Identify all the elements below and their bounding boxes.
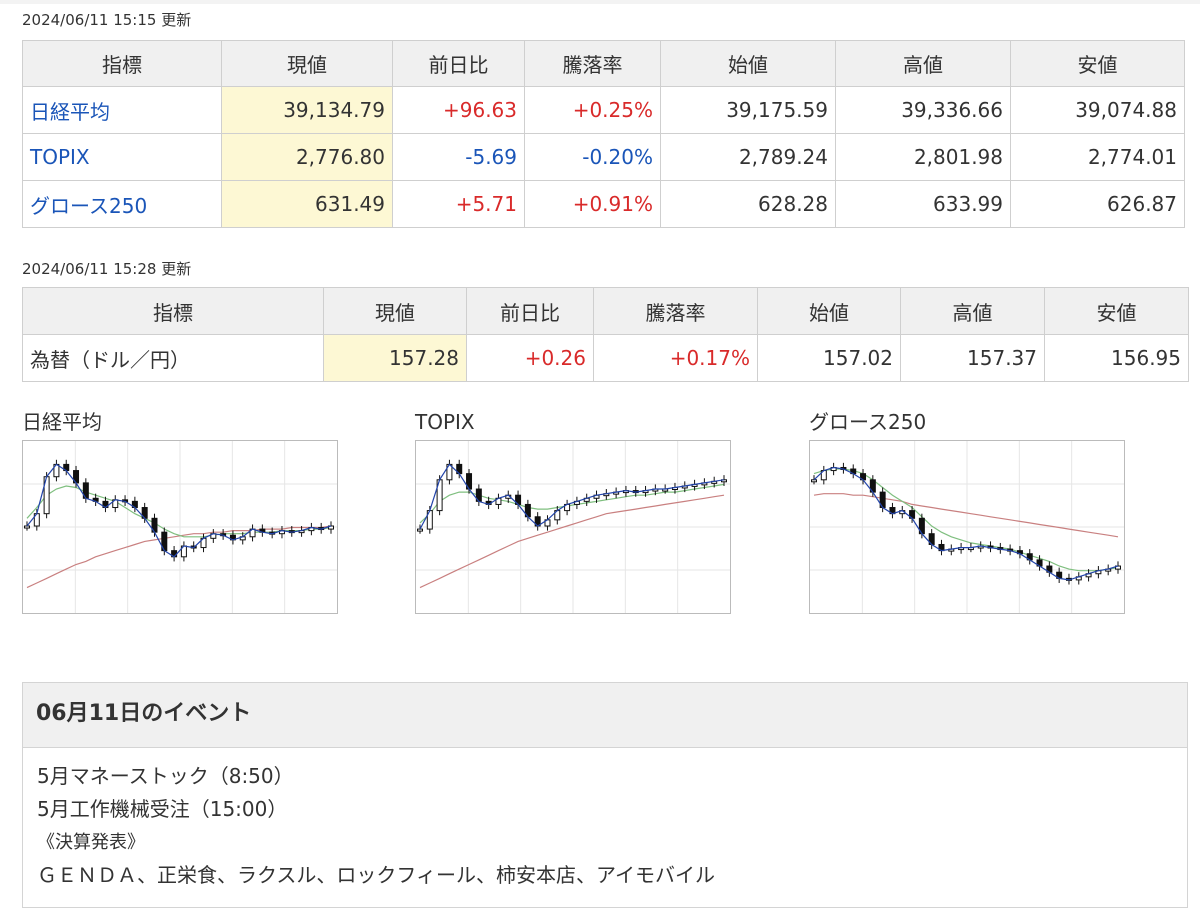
moving-average-line xyxy=(419,463,725,530)
col-header: 高値 xyxy=(900,287,1045,335)
indices-header-row: 指標 現値 前日比 騰落率 始値 高値 安値 xyxy=(22,40,1185,87)
table-row: グロース250 631.49 +5.71 +0.91% 628.28 633.9… xyxy=(22,180,1185,228)
chart-frame[interactable] xyxy=(809,440,1125,614)
index-link-growth250[interactable]: グロース250 xyxy=(22,180,222,228)
col-header: 始値 xyxy=(660,40,836,87)
candle-body xyxy=(811,479,817,483)
candle-body xyxy=(721,479,727,483)
change-value: +96.63 xyxy=(392,86,525,134)
index-link-topix[interactable]: TOPIX xyxy=(22,133,222,181)
change-rate: +0.91% xyxy=(524,180,661,228)
col-header: 前日比 xyxy=(466,287,594,335)
events-panel: 06月11日のイベント 5月マネーストック（8:50） 5月工作機械受注（15:… xyxy=(22,682,1188,908)
moving-average-line xyxy=(813,466,1119,581)
current-value: 2,776.80 xyxy=(221,133,393,181)
fx-table: 指標 現値 前日比 騰落率 始値 高値 安値 為替（ドル／円） 157.28 +… xyxy=(22,287,1189,382)
chart-title: TOPIX xyxy=(415,410,475,434)
moving-average-line xyxy=(419,483,725,524)
chart-topix: TOPIX xyxy=(415,409,731,614)
chart-svg xyxy=(810,441,1124,613)
high-value: 633.99 xyxy=(835,180,1011,228)
chart-nikkei: 日経平均 xyxy=(22,409,338,614)
event-item: 5月工作機械受注（15:00） xyxy=(37,797,288,821)
col-header: 指標 xyxy=(22,40,222,87)
open-value: 2,789.24 xyxy=(660,133,836,181)
candle-body xyxy=(24,525,30,529)
moving-average-line xyxy=(26,463,332,558)
open-value: 628.28 xyxy=(660,180,836,228)
table-row: 日経平均 39,134.79 +96.63 +0.25% 39,175.59 3… xyxy=(22,86,1185,134)
high-value: 157.37 xyxy=(900,334,1045,382)
chart-frame[interactable] xyxy=(22,440,338,614)
chart-frame[interactable] xyxy=(415,440,731,614)
events-title: 06月11日のイベント xyxy=(23,683,1187,748)
top-strip xyxy=(0,0,1200,4)
col-header: 指標 xyxy=(22,287,324,335)
change-rate: +0.17% xyxy=(593,334,758,382)
col-header: 高値 xyxy=(835,40,1011,87)
change-value: +0.26 xyxy=(466,334,594,382)
chart-svg xyxy=(23,441,337,613)
indices-table: 指標 現値 前日比 騰落率 始値 高値 安値 日経平均 39,134.79 +9… xyxy=(22,40,1185,228)
table-row: TOPIX 2,776.80 -5.69 -0.20% 2,789.24 2,8… xyxy=(22,133,1185,181)
col-header: 安値 xyxy=(1010,40,1185,87)
low-value: 156.95 xyxy=(1044,334,1189,382)
open-value: 157.02 xyxy=(757,334,901,382)
low-value: 626.87 xyxy=(1010,180,1185,228)
low-value: 39,074.88 xyxy=(1010,86,1185,134)
moving-average-line xyxy=(26,525,332,589)
chart-svg xyxy=(416,441,730,613)
chart-title: 日経平均 xyxy=(22,410,102,434)
col-header: 始値 xyxy=(757,287,901,335)
col-header: 騰落率 xyxy=(524,40,661,87)
high-value: 39,336.66 xyxy=(835,86,1011,134)
fx-header-row: 指標 現値 前日比 騰落率 始値 高値 安値 xyxy=(22,287,1189,335)
open-value: 39,175.59 xyxy=(660,86,836,134)
change-value: +5.71 xyxy=(392,180,525,228)
col-header: 安値 xyxy=(1044,287,1189,335)
current-value: 631.49 xyxy=(221,180,393,228)
fx-name: 為替（ドル／円） xyxy=(22,334,324,382)
moving-average-line xyxy=(419,494,725,589)
col-header: 騰落率 xyxy=(593,287,758,335)
current-value: 39,134.79 xyxy=(221,86,393,134)
low-value: 2,774.01 xyxy=(1010,133,1185,181)
col-header: 現値 xyxy=(323,287,467,335)
moving-average-line xyxy=(26,485,332,538)
high-value: 2,801.98 xyxy=(835,133,1011,181)
index-link-nikkei[interactable]: 日経平均 xyxy=(22,86,222,134)
change-rate: +0.25% xyxy=(524,86,661,134)
indices-updated-time: 2024/06/11 15:15 更新 xyxy=(22,11,192,29)
events-body: 5月マネーストック（8:50） 5月工作機械受注（15:00） 《決算発表》 Ｇ… xyxy=(23,748,1187,892)
chart-growth250: グロース250 xyxy=(809,409,1125,614)
table-row: 為替（ドル／円） 157.28 +0.26 +0.17% 157.02 157.… xyxy=(22,334,1189,382)
change-value: -5.69 xyxy=(392,133,525,181)
event-item: ＧＥＮＤＡ、正栄食、ラクスル、ロックフィール、柿安本店、アイモバイル xyxy=(37,863,715,887)
current-value: 157.28 xyxy=(323,334,467,382)
fx-updated-time: 2024/06/11 15:28 更新 xyxy=(22,260,192,278)
moving-average-line xyxy=(813,493,1119,538)
event-item: 5月マネーストック（8:50） xyxy=(37,764,294,788)
candle-body xyxy=(417,528,423,532)
change-rate: -0.20% xyxy=(524,133,661,181)
col-header: 現値 xyxy=(221,40,393,87)
col-header: 前日比 xyxy=(392,40,525,87)
event-section-heading: 《決算発表》 xyxy=(37,832,145,853)
chart-title: グロース250 xyxy=(809,410,927,434)
